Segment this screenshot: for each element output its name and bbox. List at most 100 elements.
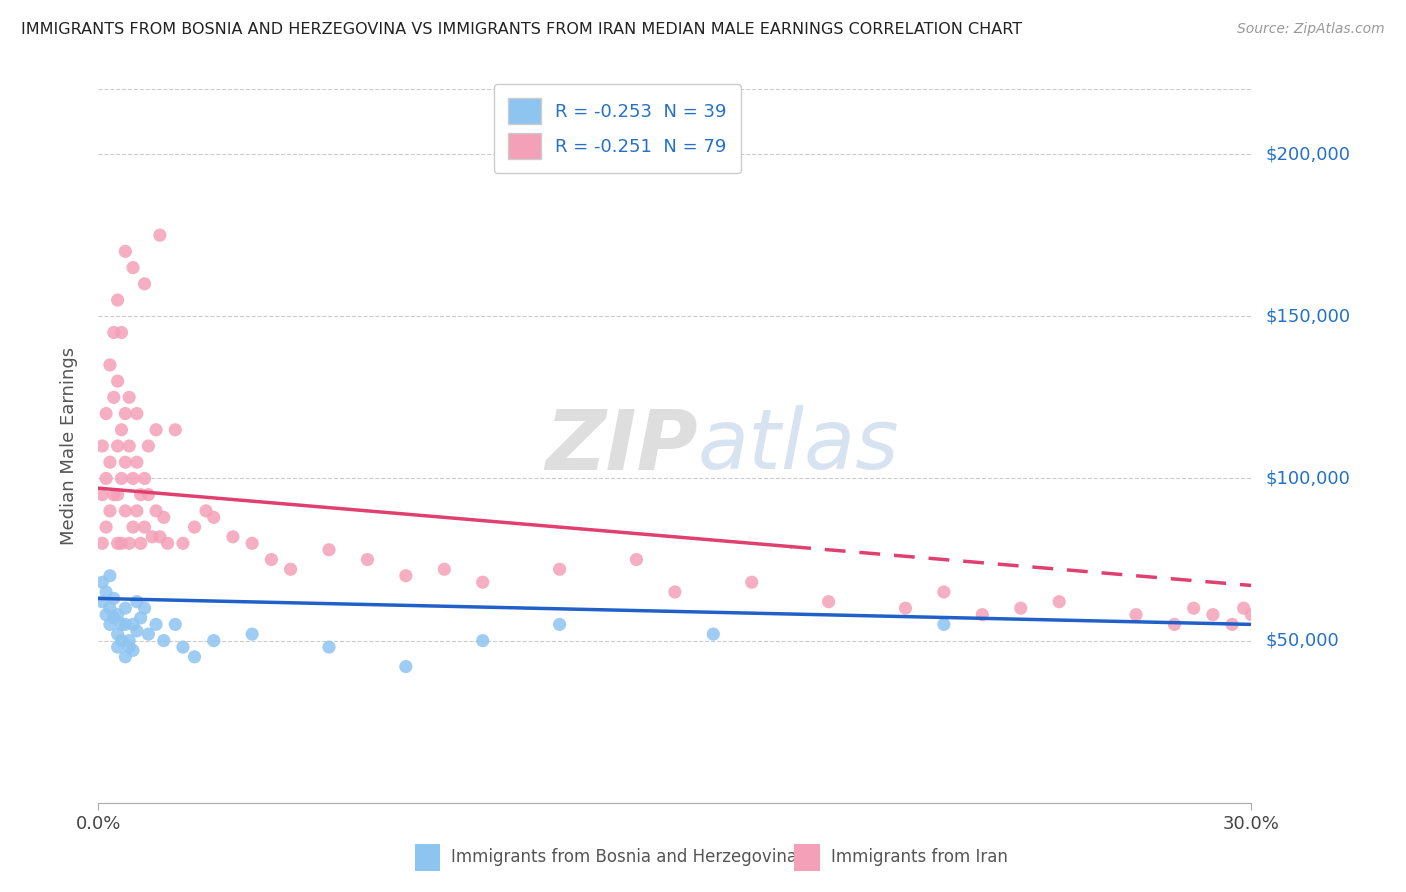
Point bbox=[94, 520, 117, 534]
Point bbox=[134, 471, 156, 485]
Point bbox=[1047, 595, 1070, 609]
Point bbox=[433, 562, 456, 576]
Point bbox=[145, 423, 167, 437]
Point bbox=[118, 439, 141, 453]
Point bbox=[107, 293, 129, 307]
Point bbox=[91, 439, 114, 453]
Text: atlas: atlas bbox=[697, 406, 900, 486]
Point bbox=[107, 536, 129, 550]
Point bbox=[125, 455, 148, 469]
Point bbox=[98, 358, 121, 372]
Point bbox=[183, 520, 205, 534]
Point bbox=[183, 649, 205, 664]
Point bbox=[152, 633, 174, 648]
Point bbox=[107, 640, 129, 654]
Point bbox=[318, 542, 340, 557]
Point bbox=[1182, 601, 1205, 615]
Point bbox=[114, 601, 136, 615]
Point bbox=[138, 488, 160, 502]
Point bbox=[138, 627, 160, 641]
Point bbox=[195, 504, 218, 518]
Text: ZIP: ZIP bbox=[546, 406, 697, 486]
Point bbox=[118, 640, 141, 654]
Point bbox=[114, 649, 136, 664]
Point bbox=[134, 277, 156, 291]
Text: $100,000: $100,000 bbox=[1265, 469, 1350, 487]
Point bbox=[114, 455, 136, 469]
Point bbox=[145, 617, 167, 632]
Point bbox=[91, 536, 114, 550]
Point bbox=[98, 601, 121, 615]
Point bbox=[165, 617, 187, 632]
Point bbox=[103, 488, 125, 502]
Point bbox=[122, 520, 145, 534]
Text: $150,000: $150,000 bbox=[1265, 307, 1350, 326]
Point bbox=[114, 617, 136, 632]
Point bbox=[110, 326, 132, 340]
Point bbox=[103, 390, 125, 404]
Point bbox=[356, 552, 378, 566]
Point bbox=[1010, 601, 1032, 615]
Point bbox=[702, 627, 724, 641]
Point bbox=[122, 617, 145, 632]
Point bbox=[110, 536, 132, 550]
Point bbox=[172, 536, 194, 550]
Point bbox=[122, 471, 145, 485]
Point bbox=[1163, 617, 1185, 632]
Point bbox=[91, 488, 114, 502]
Y-axis label: Median Male Earnings: Median Male Earnings bbox=[59, 347, 77, 545]
Text: Immigrants from Bosnia and Herzegovina: Immigrants from Bosnia and Herzegovina bbox=[451, 848, 797, 866]
Point bbox=[1220, 617, 1243, 632]
Point bbox=[91, 575, 114, 590]
Point bbox=[107, 488, 129, 502]
Point bbox=[94, 607, 117, 622]
Point bbox=[202, 633, 225, 648]
Point bbox=[240, 536, 263, 550]
Point bbox=[103, 611, 125, 625]
Point bbox=[107, 607, 129, 622]
Point bbox=[548, 562, 571, 576]
Point bbox=[138, 439, 160, 453]
Point bbox=[741, 575, 763, 590]
Point bbox=[110, 633, 132, 648]
Point bbox=[664, 585, 686, 599]
Point bbox=[280, 562, 302, 576]
Point bbox=[122, 643, 145, 657]
Point bbox=[471, 633, 494, 648]
Point bbox=[932, 585, 955, 599]
Point bbox=[94, 585, 117, 599]
Point bbox=[103, 591, 125, 606]
Point bbox=[129, 611, 152, 625]
Point bbox=[125, 595, 148, 609]
Point bbox=[626, 552, 648, 566]
Point bbox=[172, 640, 194, 654]
Point bbox=[972, 607, 994, 622]
Point bbox=[395, 568, 418, 582]
Point bbox=[817, 595, 839, 609]
Point bbox=[122, 260, 145, 275]
Text: IMMIGRANTS FROM BOSNIA AND HERZEGOVINA VS IMMIGRANTS FROM IRAN MEDIAN MALE EARNI: IMMIGRANTS FROM BOSNIA AND HERZEGOVINA V… bbox=[21, 22, 1022, 37]
Point bbox=[91, 595, 114, 609]
Point bbox=[125, 504, 148, 518]
Point bbox=[1240, 607, 1263, 622]
Point bbox=[894, 601, 917, 615]
Legend: R = -0.253  N = 39, R = -0.251  N = 79: R = -0.253 N = 39, R = -0.251 N = 79 bbox=[494, 84, 741, 173]
Text: Source: ZipAtlas.com: Source: ZipAtlas.com bbox=[1237, 22, 1385, 37]
Point bbox=[110, 471, 132, 485]
Point bbox=[103, 326, 125, 340]
Point bbox=[114, 244, 136, 259]
Point bbox=[94, 471, 117, 485]
Point bbox=[1125, 607, 1147, 622]
Point bbox=[107, 374, 129, 388]
Point bbox=[125, 624, 148, 638]
Point bbox=[141, 530, 163, 544]
Point bbox=[395, 659, 418, 673]
Point bbox=[107, 627, 129, 641]
Point bbox=[548, 617, 571, 632]
Point bbox=[110, 617, 132, 632]
Point bbox=[932, 617, 955, 632]
Point bbox=[471, 575, 494, 590]
Point bbox=[149, 530, 172, 544]
Point bbox=[98, 617, 121, 632]
Point bbox=[129, 536, 152, 550]
